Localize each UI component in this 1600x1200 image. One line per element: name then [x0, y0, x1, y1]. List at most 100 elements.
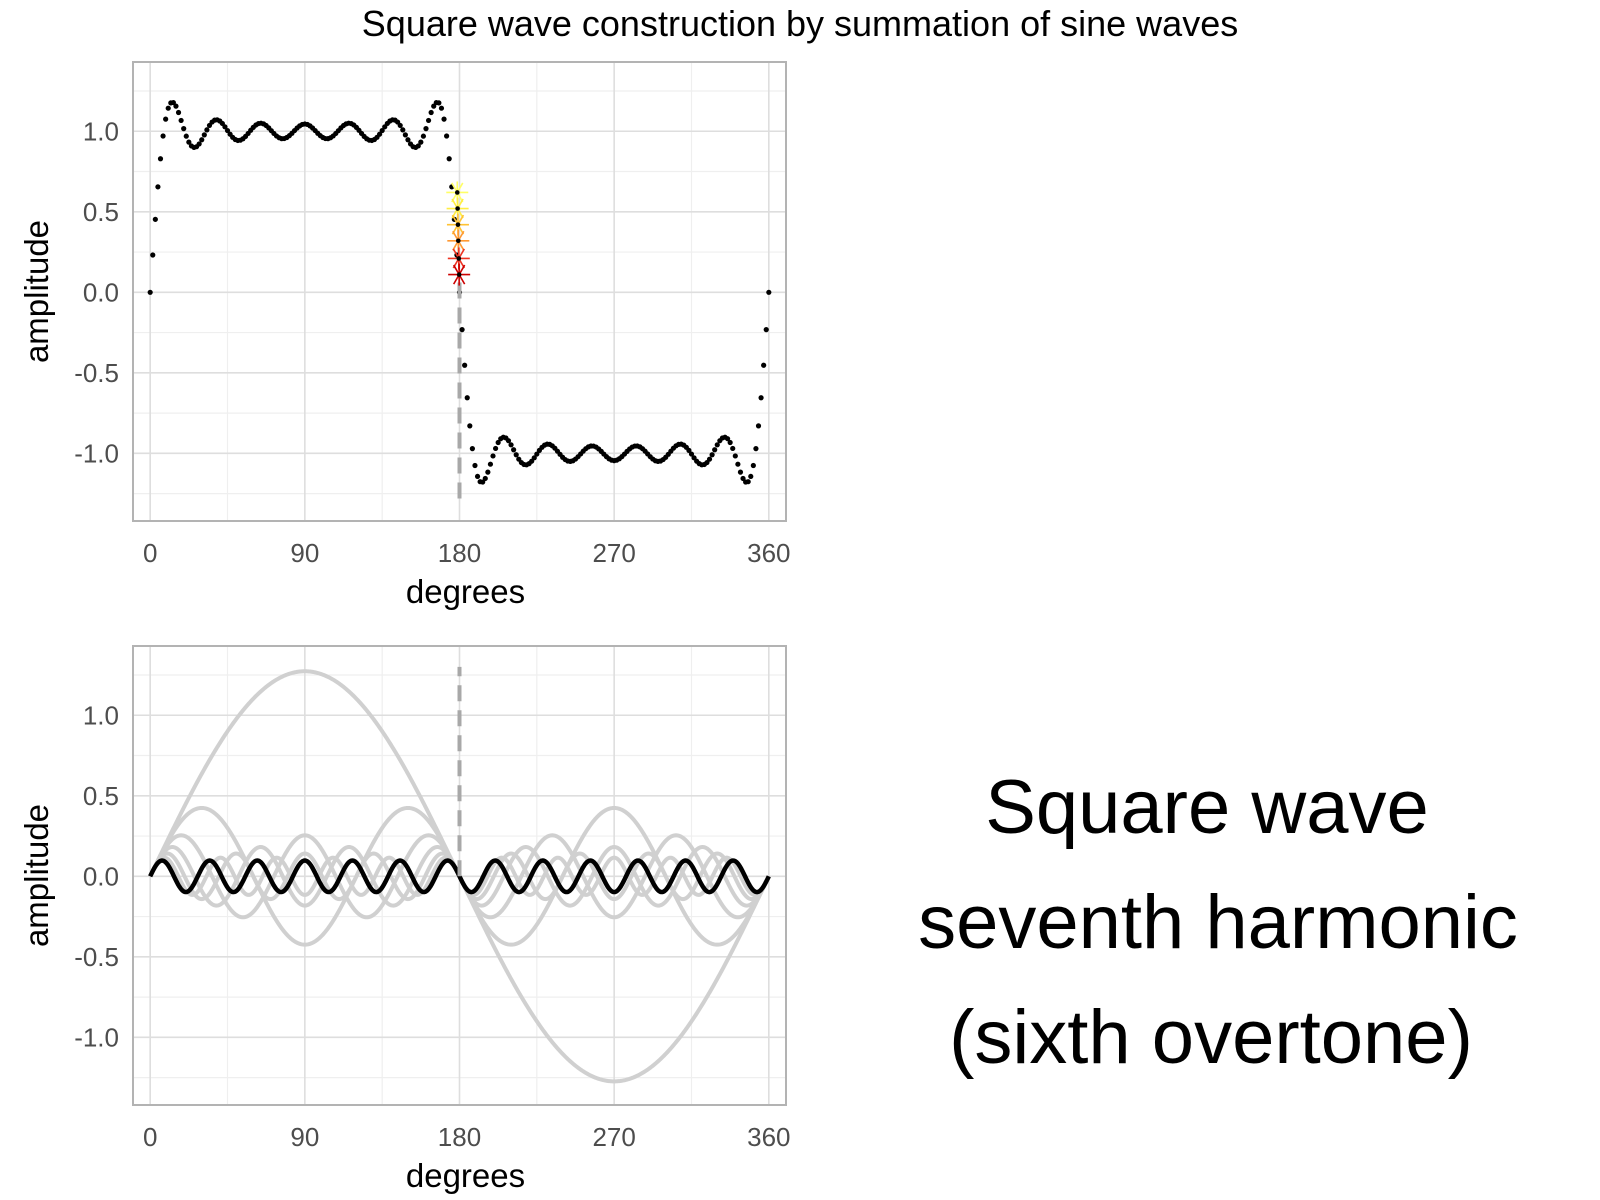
data-point	[224, 127, 231, 134]
star-center	[456, 272, 462, 277]
x-tick-label: 0	[143, 1122, 157, 1152]
data-point	[160, 133, 166, 139]
top-panel-square-wave-sum: 0 90 180 270 360 -1.0 -0.5 0.0 0.5 1.0 degrees ampl…	[18, 61, 791, 610]
caption-line-3: (sixth overtone)	[949, 995, 1473, 1080]
data-point	[183, 133, 189, 139]
data-point	[472, 462, 478, 469]
x-axis-title: degrees	[406, 1157, 525, 1194]
x-tick-label: 180	[438, 538, 481, 568]
data-point	[163, 116, 169, 122]
data-point	[505, 438, 512, 444]
x-tick-label: 270	[592, 1122, 635, 1152]
x-axis-title: degrees	[406, 573, 525, 610]
harmonic-13-line	[148, 858, 771, 895]
data-point	[441, 116, 447, 122]
data-point	[495, 439, 501, 446]
data-point	[735, 461, 741, 467]
x-tick-label: 360	[747, 1122, 790, 1152]
data-point	[467, 423, 473, 429]
data-point	[222, 124, 228, 130]
data-point	[400, 127, 406, 133]
caption-block: Square wave seventh harmonic (sixth over…	[918, 765, 1518, 1080]
data-point	[737, 469, 744, 475]
data-point	[763, 327, 769, 333]
data-point	[750, 462, 756, 469]
x-tick-label: 180	[438, 1122, 481, 1152]
star-center	[456, 256, 462, 261]
caption-line-1: Square wave	[985, 765, 1429, 850]
data-point	[459, 327, 465, 333]
y-tick-label: -1.0	[74, 1022, 119, 1052]
data-point	[204, 127, 210, 133]
x-tick-label: 0	[143, 538, 157, 568]
data-point	[415, 143, 421, 149]
data-point	[423, 126, 429, 132]
data-point	[740, 475, 746, 482]
data-point	[420, 133, 427, 139]
panel-border	[132, 61, 787, 522]
y-tick-label: 0.0	[83, 277, 119, 307]
data-point	[438, 105, 445, 111]
y-tick-label: 0.0	[83, 861, 119, 891]
y-tick-label: 1.0	[83, 116, 119, 146]
data-point	[712, 447, 718, 453]
y-tick-label: 0.5	[83, 781, 119, 811]
data-point	[405, 137, 411, 143]
data-point	[418, 139, 424, 145]
data-point	[199, 137, 205, 143]
data-point	[706, 456, 713, 462]
data-point	[173, 103, 179, 109]
data-point	[686, 447, 692, 453]
data-point	[714, 442, 720, 448]
data-point	[745, 479, 751, 485]
x-tick-label: 90	[290, 538, 319, 568]
data-point	[462, 362, 468, 368]
y-tick-label: -1.0	[74, 438, 119, 468]
star-center	[454, 190, 460, 195]
data-point	[709, 452, 715, 458]
data-point	[508, 442, 514, 448]
data-point	[727, 439, 733, 446]
star-marker	[448, 263, 471, 286]
data-point	[425, 117, 432, 124]
data-point	[480, 479, 486, 485]
data-point	[490, 453, 496, 459]
x-tick-label: 270	[592, 538, 635, 568]
panel-border	[132, 645, 787, 1106]
data-point	[150, 252, 156, 258]
data-point	[376, 131, 383, 137]
y-tick-label: -0.5	[74, 942, 119, 972]
data-point	[175, 109, 182, 116]
y-tick-label: 1.0	[83, 700, 119, 730]
data-point	[170, 99, 176, 106]
star-center	[455, 238, 461, 244]
data-point	[761, 362, 767, 368]
data-point	[147, 289, 153, 295]
figure-title: Square wave construction by summation of…	[362, 3, 1238, 44]
data-point	[444, 133, 450, 139]
y-tick-label: -0.5	[74, 358, 119, 388]
data-point	[748, 473, 754, 480]
data-point	[201, 132, 207, 138]
star-center	[455, 222, 461, 227]
data-point	[487, 461, 494, 467]
bottom-panel-harmonic-components: 0 90 180 270 360 -1.0 -0.5 0.0 0.5 1.0 degrees ampl…	[18, 645, 791, 1194]
data-point	[766, 289, 772, 295]
data-point	[428, 109, 434, 116]
star-marker	[447, 247, 470, 270]
data-point	[511, 447, 517, 453]
data-point	[482, 475, 488, 482]
data-point	[379, 127, 385, 134]
data-point	[753, 446, 759, 452]
data-point	[474, 473, 481, 480]
data-point	[732, 453, 738, 459]
data-point	[402, 132, 408, 138]
y-axis-title: amplitude	[18, 804, 55, 947]
harmonic-markers	[446, 181, 471, 286]
data-point	[446, 156, 452, 162]
star-marker	[446, 213, 469, 236]
data-point	[152, 216, 158, 222]
caption-line-2: seventh harmonic	[918, 880, 1518, 965]
y-tick-label: 0.5	[83, 197, 119, 227]
data-point	[431, 103, 437, 109]
